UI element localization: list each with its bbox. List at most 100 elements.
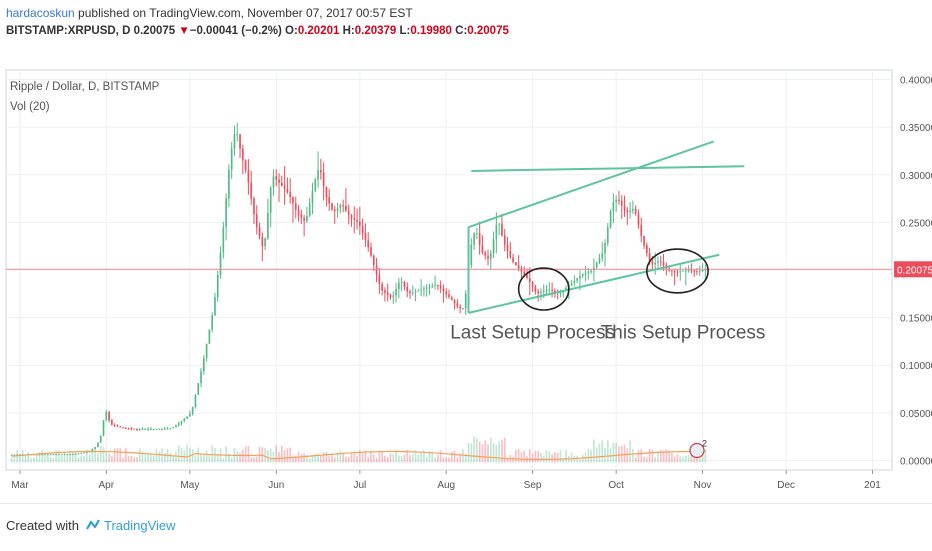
volume-bar — [333, 457, 336, 463]
candle-body — [177, 423, 180, 426]
channel-lower-line — [468, 253, 720, 314]
volume-bar — [69, 450, 71, 463]
volume-bar — [698, 457, 701, 463]
x-tick-label: May — [180, 480, 199, 491]
volume-bar — [24, 455, 27, 463]
volume-bar — [141, 453, 144, 463]
volume-bar — [158, 451, 161, 463]
volume-bar — [236, 451, 239, 463]
candle-body — [470, 245, 473, 266]
candle-body — [590, 270, 592, 272]
candle-body — [35, 454, 38, 456]
candle-body — [632, 208, 634, 211]
volume-bar — [116, 448, 119, 463]
candle-body — [55, 454, 57, 456]
candle-body — [225, 198, 227, 228]
volume-bar — [437, 454, 439, 463]
candle-body — [144, 429, 147, 431]
volume-bar — [83, 455, 85, 463]
volume-bar — [481, 444, 484, 463]
candle-body — [10, 454, 13, 456]
candle-body — [495, 224, 498, 240]
volume-bar — [632, 448, 634, 463]
volume-bar — [679, 456, 682, 463]
volume-bar — [342, 453, 344, 463]
price-chart[interactable]: 0.400000.350000.300000.250000.200000.150… — [0, 60, 932, 500]
volume-bar — [687, 454, 690, 463]
candle-body — [676, 271, 679, 273]
volume-bar — [283, 450, 286, 463]
volume-bar — [651, 449, 654, 463]
volume-bar — [258, 446, 261, 463]
volume-bar — [361, 453, 364, 463]
volume-bar — [671, 452, 673, 463]
volume-bar — [292, 455, 294, 463]
volume-bar — [428, 451, 431, 463]
candle-body — [60, 454, 63, 456]
candle-body — [559, 292, 562, 294]
candle-body — [517, 265, 520, 269]
candle-body — [687, 270, 690, 272]
candle-body — [119, 426, 122, 428]
volume-bar — [222, 458, 225, 463]
candle-body — [462, 308, 464, 310]
volume-bar — [450, 452, 453, 463]
volume-bar — [72, 452, 74, 463]
candle-body — [202, 358, 205, 372]
chart-area[interactable]: 0.400000.350000.300000.250000.200000.150… — [0, 60, 932, 500]
candle-body — [342, 204, 344, 206]
candle-body — [484, 252, 487, 256]
candle-body — [283, 185, 286, 190]
tradingview-brand[interactable]: TradingView — [104, 518, 176, 533]
candle-body — [228, 170, 230, 199]
last-price: 0.20075 — [133, 25, 176, 37]
volume-bar — [303, 453, 305, 463]
candle-body — [604, 243, 606, 254]
volume-bar — [445, 457, 448, 463]
candle-body — [503, 235, 506, 245]
event-marker-label: 2 — [702, 438, 707, 448]
candle-body — [303, 217, 305, 221]
author-link[interactable]: hardacoskun — [6, 6, 75, 20]
volume-bar — [470, 443, 473, 463]
candle-body — [542, 290, 545, 293]
volume-bar — [294, 455, 297, 463]
volume-bar — [55, 450, 57, 463]
candle-body — [565, 287, 567, 291]
volume-bar — [420, 451, 422, 463]
candle-body — [618, 199, 620, 201]
volume-bar — [587, 448, 590, 463]
volume-bar — [336, 452, 339, 463]
volume-bar — [353, 452, 356, 463]
volume-bar — [58, 450, 60, 463]
volume-bar — [637, 450, 640, 463]
candle-body — [94, 447, 96, 450]
candle-body — [520, 268, 523, 272]
footer: Created with TradingView — [0, 503, 932, 551]
candle-body — [364, 233, 367, 241]
volume-bar — [21, 450, 24, 463]
candle-body — [554, 290, 556, 293]
volume-bar — [414, 450, 417, 463]
volume-bar — [693, 457, 696, 463]
candle-body — [116, 425, 119, 427]
volume-bar — [264, 447, 266, 463]
candle-body — [659, 261, 662, 263]
volume-bar — [403, 454, 406, 463]
volume-bar — [99, 445, 102, 463]
candle-body — [214, 296, 216, 316]
volume-bar — [175, 451, 177, 463]
volume-bar — [230, 458, 233, 463]
volume-bar — [74, 451, 77, 463]
candle-body — [253, 198, 255, 215]
candle-body — [629, 210, 631, 213]
ohlc-line: BITSTAMP:XRPUSD, D 0.20075 ▼−0.00041 (−0… — [6, 22, 926, 40]
candle-body — [85, 452, 88, 454]
volume-bar — [537, 450, 539, 463]
candle-body — [389, 295, 392, 298]
y-tick-label: 0.00000 — [900, 456, 932, 467]
volume-bar — [350, 453, 353, 463]
volume-bar — [645, 457, 648, 463]
